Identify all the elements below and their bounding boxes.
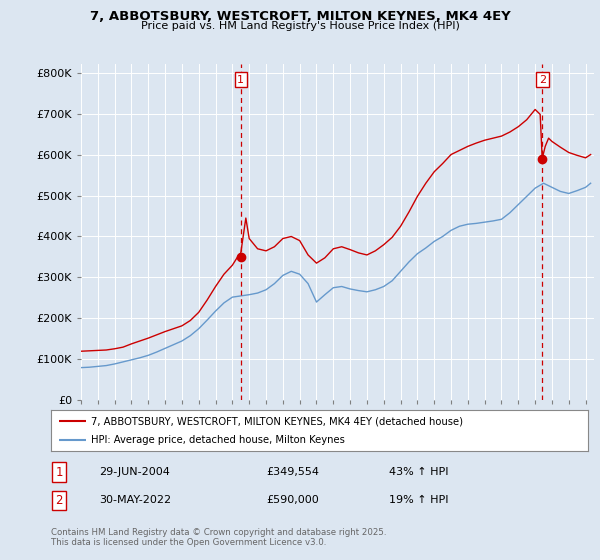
Text: 2: 2	[539, 74, 546, 85]
Text: 7, ABBOTSBURY, WESTCROFT, MILTON KEYNES, MK4 4EY (detached house): 7, ABBOTSBURY, WESTCROFT, MILTON KEYNES,…	[91, 417, 463, 426]
Text: 29-JUN-2004: 29-JUN-2004	[100, 467, 170, 477]
Text: £590,000: £590,000	[266, 496, 319, 506]
Text: 19% ↑ HPI: 19% ↑ HPI	[389, 496, 449, 506]
Text: £349,554: £349,554	[266, 467, 319, 477]
Text: 7, ABBOTSBURY, WESTCROFT, MILTON KEYNES, MK4 4EY: 7, ABBOTSBURY, WESTCROFT, MILTON KEYNES,…	[89, 10, 511, 23]
Text: Price paid vs. HM Land Registry's House Price Index (HPI): Price paid vs. HM Land Registry's House …	[140, 21, 460, 31]
Text: 1: 1	[55, 465, 63, 479]
Text: 1: 1	[237, 74, 244, 85]
Text: 30-MAY-2022: 30-MAY-2022	[100, 496, 172, 506]
Text: Contains HM Land Registry data © Crown copyright and database right 2025.
This d: Contains HM Land Registry data © Crown c…	[51, 528, 386, 547]
Text: 43% ↑ HPI: 43% ↑ HPI	[389, 467, 449, 477]
Text: 2: 2	[55, 494, 63, 507]
Text: HPI: Average price, detached house, Milton Keynes: HPI: Average price, detached house, Milt…	[91, 435, 345, 445]
